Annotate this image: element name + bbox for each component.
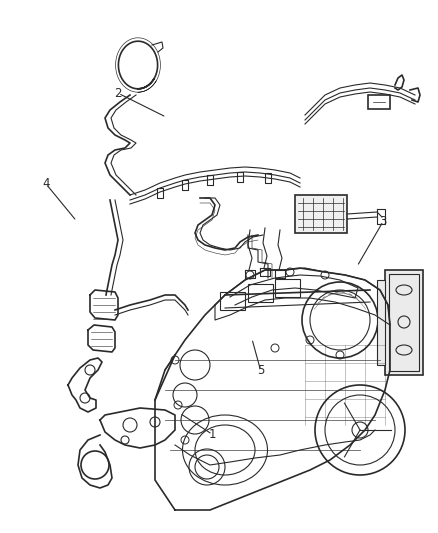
Bar bbox=[385, 270, 423, 375]
Text: 3: 3 bbox=[380, 215, 387, 228]
Bar bbox=[248, 284, 273, 302]
Text: 4: 4 bbox=[42, 177, 50, 190]
Bar bbox=[389, 274, 419, 371]
Bar bbox=[220, 292, 245, 310]
Bar bbox=[368, 95, 390, 109]
FancyBboxPatch shape bbox=[295, 195, 347, 233]
Text: 1: 1 bbox=[208, 428, 216, 441]
Bar bbox=[377, 280, 385, 365]
Bar bbox=[275, 279, 300, 297]
Text: 2: 2 bbox=[114, 87, 122, 100]
Text: 5: 5 bbox=[257, 364, 264, 377]
